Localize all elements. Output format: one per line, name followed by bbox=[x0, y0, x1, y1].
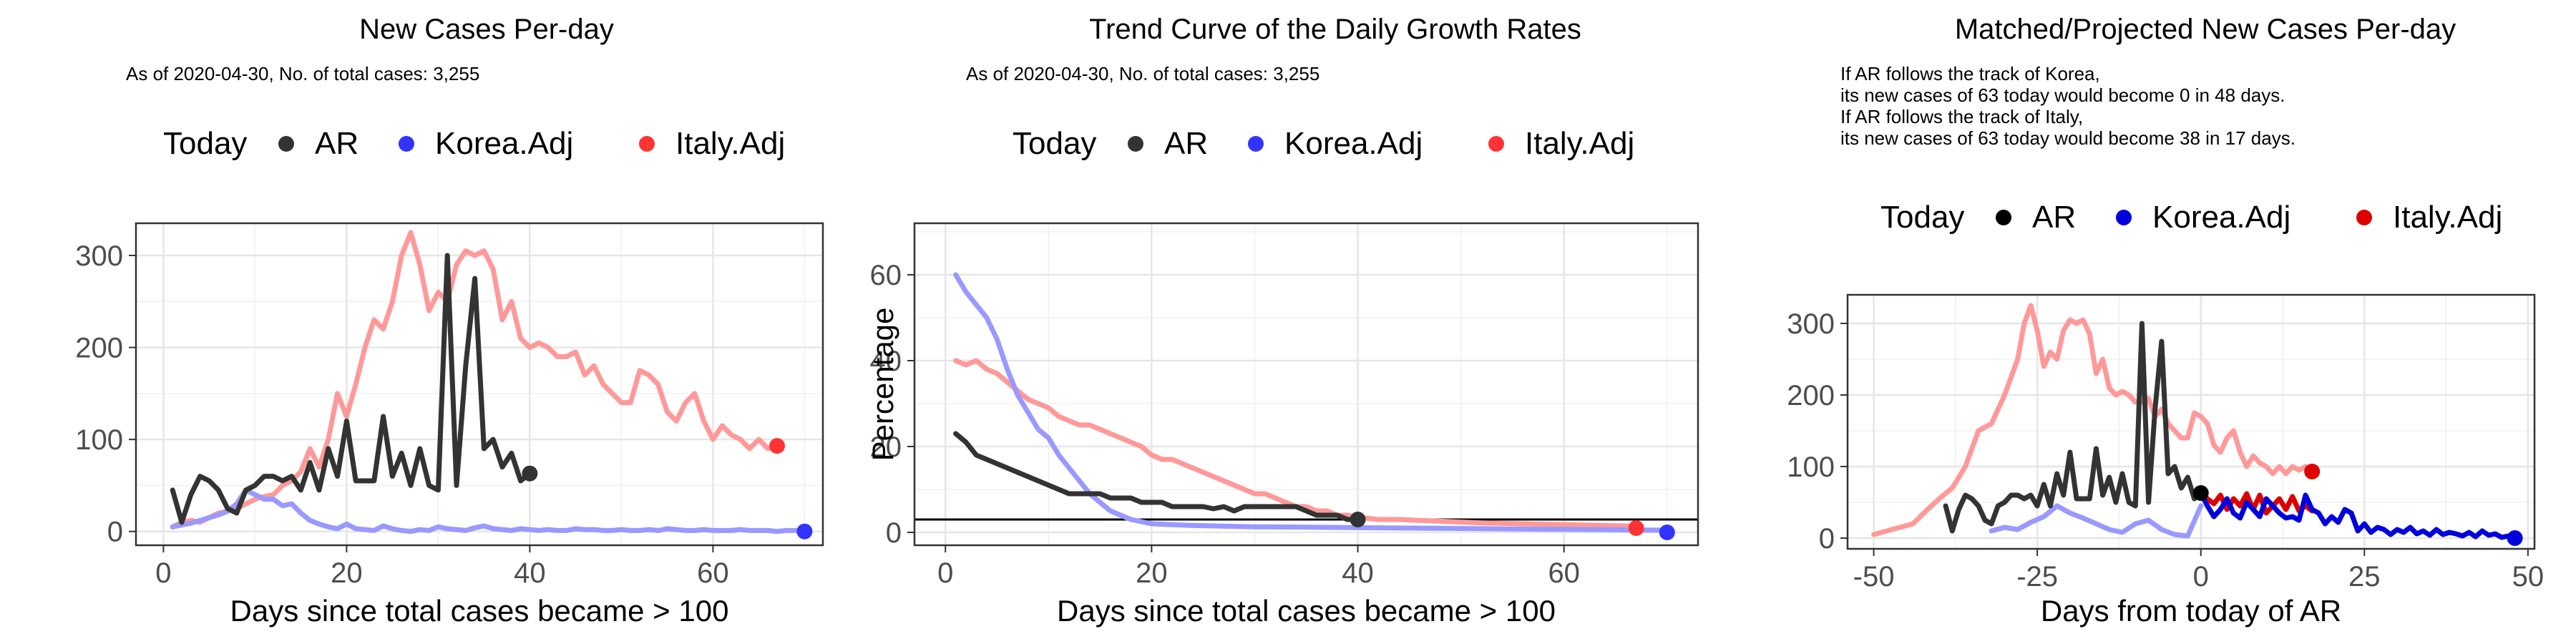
x-tick-label: 40 bbox=[514, 557, 546, 589]
legend: Today AR Korea.Adj Italy.Adj bbox=[163, 126, 785, 161]
series-line-ar bbox=[1943, 321, 2204, 534]
legend-label: Italy.Adj bbox=[2393, 200, 2502, 235]
today-point-korea-adj bbox=[2507, 530, 2523, 546]
chart-title: New Cases Per-day bbox=[359, 14, 614, 45]
today-point-ar bbox=[2192, 485, 2209, 501]
series-line-korea-adj-projected bbox=[2198, 490, 2518, 541]
y-tick-label: 300 bbox=[75, 240, 123, 272]
chart-panel-1: New Cases Per-day As of 2020-04-30, No. o… bbox=[75, 14, 824, 628]
today-point-italy-adj bbox=[769, 438, 785, 454]
legend-key-1 bbox=[1248, 136, 1264, 152]
series-line-italy-adj bbox=[953, 358, 1639, 530]
legend-key-0 bbox=[1996, 210, 2011, 225]
legend-title: Today bbox=[1880, 200, 1964, 235]
series-line-ar bbox=[170, 253, 532, 525]
legend-key-2 bbox=[1488, 136, 1504, 152]
legend-key-1 bbox=[399, 136, 414, 152]
y-tick-label: 200 bbox=[75, 333, 123, 364]
chart-subtitle-line: If AR follows the track of Korea, bbox=[1840, 63, 2100, 84]
legend-label: Korea.Adj bbox=[435, 126, 573, 161]
chart-subtitle-line: As of 2020-04-30, No. of total cases: 3,… bbox=[126, 63, 479, 84]
series-line-korea-adj-past bbox=[1989, 503, 2204, 539]
plot-border bbox=[1846, 293, 2536, 550]
x-tick-label: 0 bbox=[2193, 561, 2209, 592]
legend-key-0 bbox=[1128, 136, 1143, 152]
y-tick-label: 60 bbox=[870, 260, 902, 291]
legend-label: Korea.Adj bbox=[1284, 126, 1423, 161]
chart-panel-2: Trend Curve of the Daily Growth Rates As … bbox=[866, 14, 1699, 628]
gridlines bbox=[914, 223, 1698, 545]
legend-label: AR bbox=[1164, 126, 1208, 161]
x-axis-label: Days from today of AR bbox=[2041, 594, 2341, 628]
y-axis-label: Percentage bbox=[866, 308, 899, 462]
series-line-korea-adj bbox=[953, 272, 1670, 533]
series-line-ar bbox=[953, 431, 1360, 522]
chart-subtitle-line: its new cases of 63 today would become 0… bbox=[1840, 84, 2285, 106]
chart-panel-3: Matched/Projected New Cases Per-day If AR… bbox=[1787, 14, 2544, 628]
legend-title: Today bbox=[1013, 126, 1096, 161]
x-axis-label: Days since total cases became > 100 bbox=[230, 594, 729, 628]
x-tick-label: 25 bbox=[2348, 561, 2381, 592]
y-tick-label: 0 bbox=[886, 517, 902, 549]
legend-label: Korea.Adj bbox=[2152, 200, 2290, 235]
today-point-korea-adj bbox=[1659, 525, 1675, 540]
y-tick-label: 100 bbox=[1787, 452, 1835, 483]
chart-subtitle-line: As of 2020-04-30, No. of total cases: 3,… bbox=[966, 63, 1319, 84]
legend-label: AR bbox=[2032, 200, 2076, 235]
series-line-italy-adj-projected bbox=[2198, 490, 2315, 516]
legend-title: Today bbox=[163, 126, 247, 161]
x-tick-label: 20 bbox=[1136, 557, 1168, 589]
series-line-italy-adj-past bbox=[1871, 303, 2315, 537]
series-group bbox=[953, 272, 1670, 533]
axis-ticks: 0 20 40 60 0 20 40 60 bbox=[870, 260, 1580, 589]
chart-subtitle-line: its new cases of 63 today would become 3… bbox=[1840, 127, 2296, 149]
y-tick-label: 200 bbox=[1787, 380, 1835, 411]
y-tick-label: 0 bbox=[1819, 523, 1835, 555]
legend-label: Italy.Adj bbox=[675, 126, 785, 161]
today-point-italy-adj bbox=[2304, 464, 2321, 479]
legend-key-1 bbox=[2116, 210, 2132, 225]
legend-label: Italy.Adj bbox=[1525, 126, 1634, 161]
legend-key-0 bbox=[278, 136, 294, 152]
x-tick-label: 40 bbox=[1342, 557, 1374, 589]
series-line-italy-adj bbox=[170, 230, 780, 530]
series-group bbox=[170, 230, 807, 535]
legend-key-2 bbox=[639, 136, 655, 152]
x-tick-label: 60 bbox=[697, 557, 729, 589]
y-tick-label: 40 bbox=[870, 346, 902, 377]
series-group bbox=[1871, 303, 2518, 541]
series-line-korea-adj bbox=[170, 487, 807, 535]
y-tick-label: 300 bbox=[1787, 308, 1835, 340]
y-tick-label: 0 bbox=[107, 517, 123, 548]
plot-area bbox=[914, 223, 1698, 545]
x-tick-label: 50 bbox=[2512, 561, 2545, 592]
y-tick-label: 100 bbox=[75, 424, 123, 456]
x-tick-label: -50 bbox=[1853, 561, 1895, 592]
y-tick-label: 20 bbox=[870, 431, 902, 463]
x-tick-label: -25 bbox=[2016, 561, 2058, 592]
today-point-korea-adj bbox=[796, 523, 813, 540]
x-tick-label: 0 bbox=[155, 557, 171, 589]
legend: Today AR Korea.Adj Italy.Adj bbox=[1880, 200, 2502, 235]
legend-label: AR bbox=[315, 126, 358, 161]
x-axis-label: Days since total cases became > 100 bbox=[1057, 594, 1556, 628]
today-point-italy-adj bbox=[1628, 520, 1644, 536]
legend: Today AR Korea.Adj Italy.Adj bbox=[1013, 126, 1634, 161]
axis-ticks: -50 -25 0 25 50 0 100 200 300 bbox=[1787, 308, 2544, 592]
legend-key-2 bbox=[2356, 210, 2372, 225]
chart-title: Matched/Projected New Cases Per-day bbox=[1955, 14, 2456, 45]
axis-ticks: 0 20 40 60 0 100 200 300 bbox=[75, 240, 728, 589]
chart-title: Trend Curve of the Daily Growth Rates bbox=[1089, 14, 1581, 45]
today-point-ar bbox=[522, 465, 538, 482]
plot-border bbox=[913, 222, 1699, 547]
plot-border bbox=[135, 222, 824, 547]
x-tick-label: 20 bbox=[331, 557, 363, 589]
x-tick-label: 0 bbox=[937, 557, 953, 589]
x-tick-label: 60 bbox=[1548, 557, 1580, 589]
today-point-ar bbox=[1350, 512, 1366, 527]
chart-subtitle-line: If AR follows the track of Italy, bbox=[1840, 106, 2083, 127]
